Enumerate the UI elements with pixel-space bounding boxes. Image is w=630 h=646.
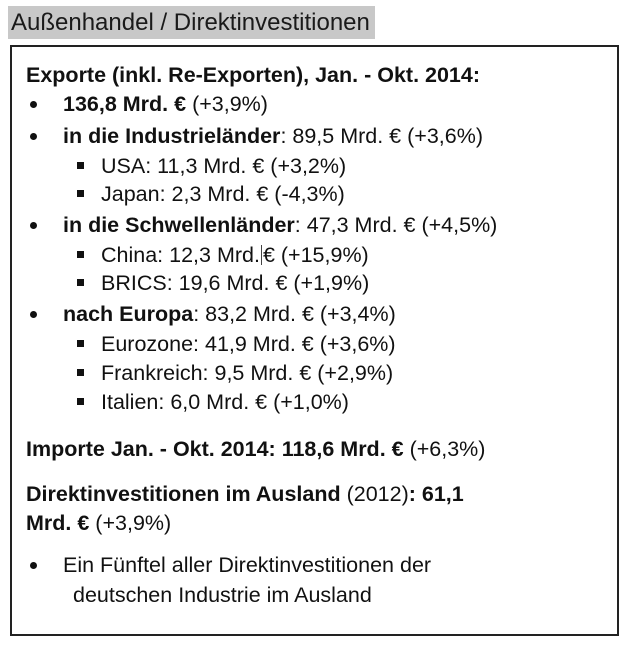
exports-total: 136,8 Mrd. € (+3,9%) [63,91,268,117]
fdi-unit: Mrd. € [26,511,90,535]
bullet-dot [30,222,37,229]
exports-emerging: in die Schwellenländer: 47,3 Mrd. € (+4,… [63,212,497,238]
bullet-dot [30,311,37,318]
list-item-japan: Japan: 2,3 Mrd. € (-4,3%) [101,182,345,206]
exports-total-change: (+3,9%) [186,92,268,116]
fdi-note-line-2: deutschen Industrie im Ausland [73,583,372,607]
bullet-dot [30,562,37,569]
exports-europe-label: nach Europa [63,302,194,326]
exports-industrial: in die Industrieländer: 89,5 Mrd. € (+3,… [63,123,483,149]
bullet-square [77,340,84,347]
exports-europe: nach Europa: 83,2 Mrd. € (+3,4%) [63,301,396,327]
content-box [10,45,619,636]
bullet-square [77,369,84,376]
fdi-line-2: Mrd. € (+3,9%) [26,510,171,536]
bullet-square [77,279,84,286]
china-change: € (+15,9%) [262,243,369,267]
bullet-dot [30,101,37,108]
exports-emerging-label: in die Schwellenländer [63,213,295,237]
list-item-brics: BRICS: 19,6 Mrd. € (+1,9%) [101,271,370,295]
list-item-china: China: 12,3 Mrd. € (+15,9%) [101,242,369,268]
exports-industrial-label: in die Industrieländer [63,124,281,148]
exports-heading: Exporte (inkl. Re-Exporten), Jan. - Okt.… [26,63,480,87]
fdi-value: : 61,1 [408,482,464,506]
bullet-square [77,398,84,405]
exports-industrial-value: : 89,5 Mrd. € (+3,6%) [280,124,483,148]
fdi-note-line-1: Ein Fünftel aller Direktinvestitionen de… [63,553,432,577]
china-value: China: 12,3 Mrd. [101,243,260,267]
text-cursor [260,245,262,265]
fdi-change: (+3,9%) [89,511,172,535]
list-item-eurozone: Eurozone: 41,9 Mrd. € (+3,6%) [101,332,396,356]
exports-europe-value: : 83,2 Mrd. € (+3,4%) [193,302,396,326]
fdi-label: Direktinvestitionen im Ausland [26,482,341,506]
bullet-square [77,190,84,197]
list-item-france: Frankreich: 9,5 Mrd. € (+2,9%) [101,361,394,385]
exports-emerging-value: : 47,3 Mrd. € (+4,5%) [294,213,498,237]
imports-change: (+6,3%) [403,437,486,461]
imports-value: Importe Jan. - Okt. 2014: 118,6 Mrd. € [26,437,404,461]
imports-line: Importe Jan. - Okt. 2014: 118,6 Mrd. € (… [26,436,485,462]
fdi-year: (2012) [340,482,409,506]
slide-title: Außenhandel / Direktinvestitionen [8,6,375,39]
exports-total-value: 136,8 Mrd. € [63,92,187,116]
bullet-dot [30,133,37,140]
list-item-usa: USA: 11,3 Mrd. € (+3,2%) [101,154,347,178]
list-item-italy: Italien: 6,0 Mrd. € (+1,0%) [101,390,349,414]
fdi-line-1: Direktinvestitionen im Ausland (2012): 6… [26,481,464,507]
bullet-square [77,251,84,258]
bullet-square [77,162,84,169]
